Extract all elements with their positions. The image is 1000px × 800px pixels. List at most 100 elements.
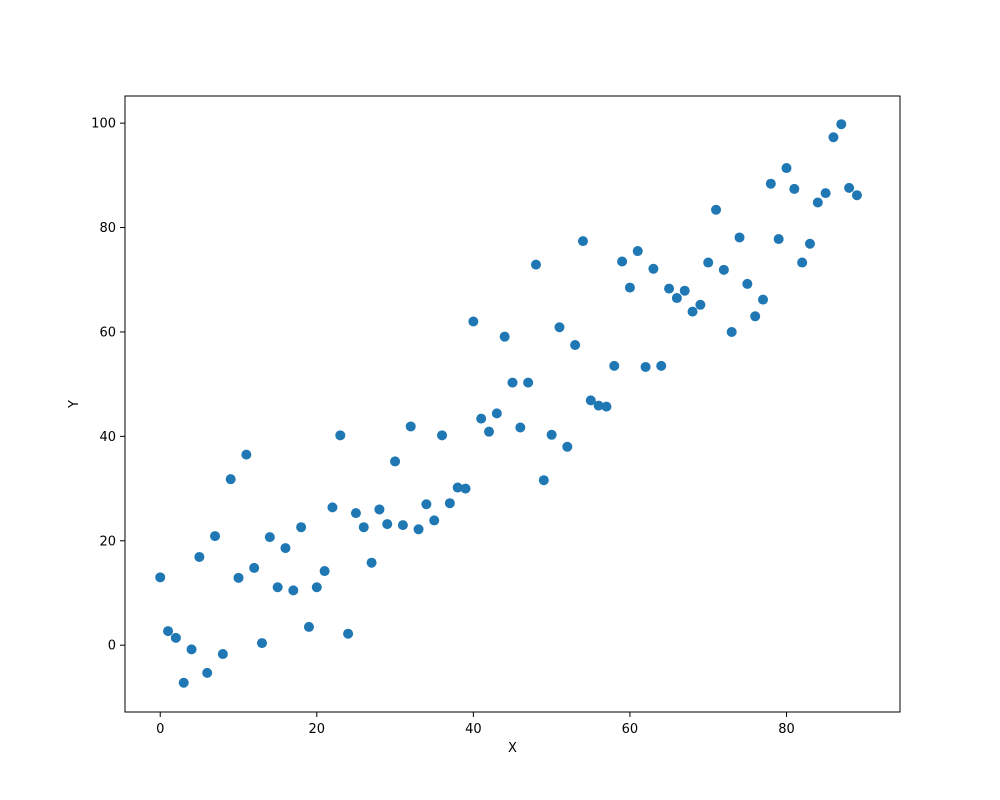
data-point: [288, 585, 299, 596]
data-point: [249, 562, 260, 573]
data-point: [742, 278, 753, 289]
data-point: [405, 421, 416, 432]
data-point: [499, 331, 510, 342]
data-point: [163, 626, 174, 637]
data-point: [233, 572, 244, 583]
data-point: [343, 628, 354, 639]
data-point: [296, 522, 307, 533]
data-point: [546, 429, 557, 440]
data-point: [382, 519, 393, 530]
data-point: [194, 551, 205, 562]
data-point: [695, 299, 706, 310]
data-point: [311, 582, 322, 593]
data-point: [272, 582, 283, 593]
data-point: [452, 482, 463, 493]
data-point: [374, 504, 385, 515]
data-point: [664, 283, 675, 294]
data-point: [264, 532, 275, 543]
data-point: [397, 520, 408, 531]
data-point: [585, 395, 596, 406]
data-point: [358, 522, 369, 533]
axis-ticks: 0 20 40 60 80 0 20 40 60 80 100: [91, 117, 795, 737]
y-tick-label: 80: [99, 221, 116, 236]
data-point: [217, 649, 228, 660]
data-point: [577, 236, 588, 247]
data-point: [538, 475, 549, 486]
data-point: [366, 557, 377, 568]
data-point: [656, 360, 667, 371]
data-point: [601, 401, 612, 412]
data-point: [170, 632, 181, 643]
x-tick-label: 60: [622, 722, 639, 737]
x-tick-label: 0: [156, 722, 164, 737]
y-tick-label: 20: [99, 534, 116, 549]
data-point: [671, 293, 682, 304]
y-axis-label: Y: [67, 400, 82, 409]
data-point: [327, 502, 338, 513]
data-point: [797, 257, 808, 268]
data-point: [781, 163, 792, 174]
data-point: [413, 524, 424, 535]
data-point: [437, 430, 448, 441]
data-point: [241, 449, 252, 460]
data-point: [421, 499, 432, 510]
data-point: [460, 483, 471, 494]
data-point: [789, 183, 800, 194]
data-point: [617, 256, 628, 267]
data-point: [640, 361, 651, 372]
data-point: [703, 257, 714, 268]
data-point: [718, 264, 729, 275]
data-point: [476, 413, 487, 424]
data-point: [444, 498, 455, 509]
data-point: [765, 178, 776, 189]
x-axis-label: X: [508, 741, 517, 756]
data-point: [750, 311, 761, 322]
data-point: [570, 340, 581, 351]
data-point: [350, 508, 361, 519]
data-point: [687, 306, 698, 317]
data-point: [648, 263, 659, 274]
data-point: [256, 638, 267, 649]
data-point: [335, 430, 346, 441]
data-point: [851, 190, 862, 201]
data-point: [390, 456, 401, 467]
data-point: [836, 119, 847, 130]
data-point: [280, 543, 291, 554]
y-tick-label: 0: [108, 639, 116, 654]
data-point: [711, 204, 722, 215]
data-point: [484, 426, 495, 437]
data-point: [828, 132, 839, 143]
x-tick-label: 20: [309, 722, 326, 737]
data-point: [679, 285, 690, 296]
data-point: [609, 360, 620, 371]
data-point: [773, 234, 784, 245]
data-point: [319, 566, 330, 577]
data-point: [758, 294, 769, 305]
data-point: [820, 188, 831, 199]
y-tick-label: 40: [99, 430, 116, 445]
data-point: [804, 238, 815, 249]
data-point: [507, 377, 518, 388]
data-point: [844, 182, 855, 193]
data-point: [468, 316, 479, 327]
data-point: [515, 422, 526, 433]
data-point: [303, 621, 314, 632]
data-point: [593, 400, 604, 411]
data-point: [429, 515, 440, 526]
scatter-points: [155, 119, 862, 688]
data-point: [210, 531, 221, 542]
data-point: [726, 326, 737, 337]
data-point: [530, 259, 541, 270]
y-tick-label: 100: [91, 117, 116, 132]
data-point: [186, 644, 197, 655]
data-point: [523, 377, 534, 388]
data-point: [554, 322, 565, 333]
data-point: [225, 474, 236, 485]
data-point: [202, 667, 213, 678]
data-point: [734, 232, 745, 243]
y-tick-label: 60: [99, 325, 116, 340]
data-point: [491, 408, 502, 419]
data-point: [624, 282, 635, 293]
